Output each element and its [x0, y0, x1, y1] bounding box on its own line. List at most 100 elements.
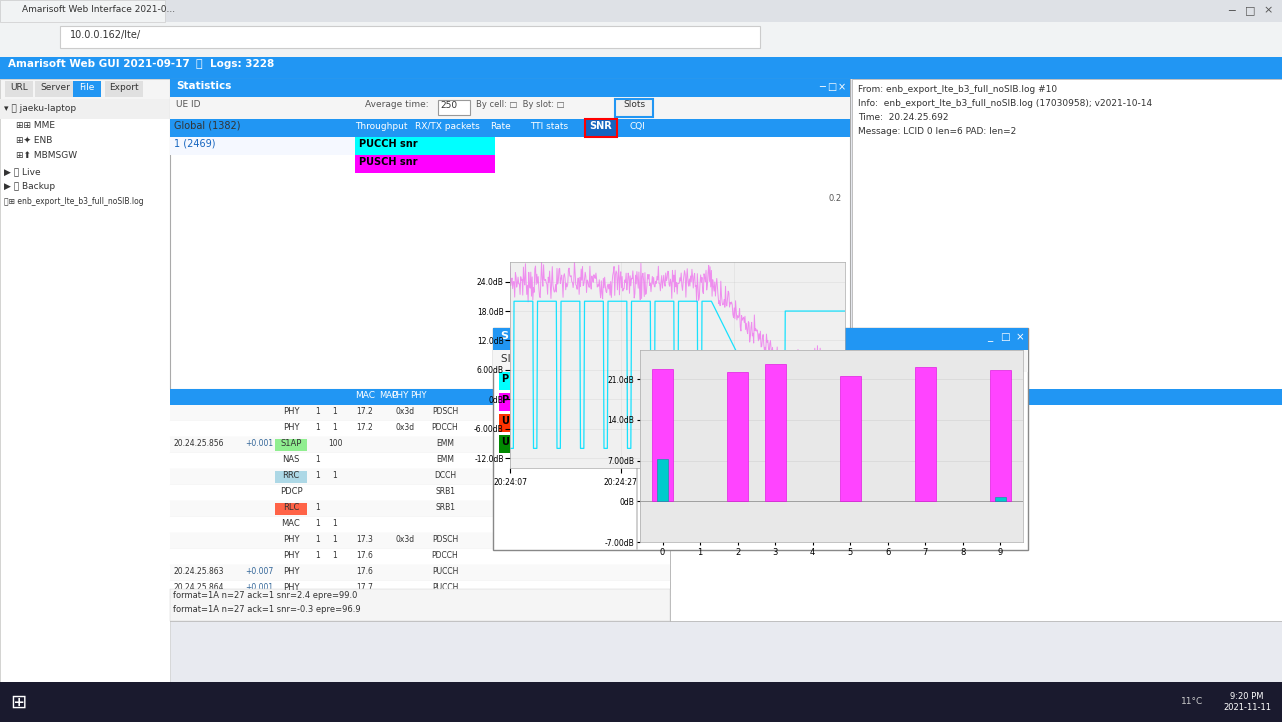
- Text: EMM: EMM: [436, 439, 454, 448]
- Bar: [171, 421, 670, 437]
- Text: SRB1: SRB1: [435, 487, 455, 496]
- Text: DCCH: DCCH: [433, 471, 456, 480]
- Text: +0.001: +0.001: [245, 439, 273, 448]
- Text: ─: ─: [819, 82, 824, 92]
- Text: format=1A n=27 ack=1 snr=2.4 epre=99.0: format=1A n=27 ack=1 snr=2.4 epre=99.0: [173, 591, 358, 600]
- Text: □: □: [1245, 5, 1255, 15]
- Text: 1: 1: [332, 471, 337, 480]
- Text: SRB1: SRB1: [435, 503, 455, 512]
- Text: +0.001: +0.001: [245, 583, 273, 592]
- Bar: [355, 137, 495, 155]
- Text: ×: ×: [1263, 5, 1273, 15]
- Bar: [499, 435, 631, 453]
- Text: Info:  enb_export_lte_b3_full_noSIB.log (17030958); v2021-10-14: Info: enb_export_lte_b3_full_noSIB.log (…: [858, 99, 1153, 108]
- Bar: [0, 0, 165, 22]
- Bar: [171, 469, 670, 485]
- Bar: [171, 453, 670, 469]
- Text: PDCCH: PDCCH: [432, 551, 459, 560]
- Text: PHY: PHY: [283, 567, 299, 576]
- Text: RX/TX packets: RX/TX packets: [415, 122, 479, 131]
- Text: 1: 1: [315, 455, 320, 464]
- Text: 1 (2469): 1 (2469): [174, 139, 215, 149]
- Text: UL control EPRE: UL control EPRE: [503, 437, 590, 447]
- Bar: [171, 79, 1282, 700]
- Text: 20.24.25.864: 20.24.25.864: [173, 583, 223, 592]
- Bar: [171, 389, 670, 405]
- Text: Logs: 3228: Logs: 3228: [210, 59, 274, 69]
- Text: 1: 1: [332, 407, 337, 416]
- Text: MAC: MAC: [282, 519, 300, 528]
- Text: Statistics: Statistics: [176, 81, 231, 91]
- Text: PUCCH snr: PUCCH snr: [503, 374, 560, 384]
- Bar: [670, 389, 1282, 621]
- Text: □: □: [1000, 332, 1010, 342]
- Bar: [494, 328, 1028, 350]
- Bar: [171, 501, 670, 517]
- Bar: [494, 350, 1028, 372]
- Text: Export: Export: [109, 83, 138, 92]
- Text: ⊞⬆ MBMSGW: ⊞⬆ MBMSGW: [15, 151, 77, 160]
- Text: 17.6: 17.6: [356, 567, 373, 576]
- Text: PHY: PHY: [391, 391, 409, 400]
- Bar: [171, 389, 670, 621]
- Text: ⊞⊞ MME: ⊞⊞ MME: [15, 121, 55, 130]
- Bar: [499, 393, 631, 411]
- Bar: [60, 26, 760, 48]
- Bar: [670, 389, 1282, 405]
- Text: Time:  20.24.25.692: Time: 20.24.25.692: [858, 113, 949, 122]
- Text: Amarisoft Web Interface 2021-0...: Amarisoft Web Interface 2021-0...: [22, 5, 176, 14]
- Text: 1: 1: [315, 407, 320, 416]
- Text: □: □: [827, 82, 837, 92]
- Bar: [171, 581, 670, 597]
- Bar: [0, 79, 171, 99]
- Text: PDCCH: PDCCH: [432, 423, 459, 432]
- Bar: [171, 79, 850, 389]
- Text: URL: URL: [10, 83, 28, 92]
- Bar: [0, 682, 1282, 722]
- Text: 17.3: 17.3: [356, 535, 373, 544]
- Bar: [438, 100, 470, 115]
- Bar: [171, 97, 850, 119]
- Bar: [276, 471, 306, 483]
- Text: 100: 100: [328, 439, 342, 448]
- Bar: [171, 517, 670, 533]
- Text: 1: 1: [315, 519, 320, 528]
- Bar: [915, 367, 936, 501]
- Text: Server: Server: [40, 83, 71, 92]
- Bar: [727, 372, 747, 501]
- Text: NAS: NAS: [282, 455, 300, 464]
- Text: 1: 1: [315, 423, 320, 432]
- Text: PUCCH: PUCCH: [432, 583, 458, 592]
- Bar: [171, 119, 850, 137]
- Text: 11°C: 11°C: [1181, 697, 1203, 707]
- Text: format=1A n=27 ack=1 snr=-0.3 epre=96.9: format=1A n=27 ack=1 snr=-0.3 epre=96.9: [173, 605, 360, 614]
- Text: 0x3d: 0x3d: [395, 535, 414, 544]
- Bar: [171, 549, 670, 565]
- Bar: [0, 22, 1282, 57]
- Text: Throughput: Throughput: [355, 122, 408, 131]
- Bar: [5, 81, 33, 97]
- Text: MAC: MAC: [355, 391, 376, 400]
- Text: Message: LCID 0 len=6 PAD: len=2: Message: LCID 0 len=6 PAD: len=2: [858, 127, 1017, 136]
- Bar: [35, 81, 76, 97]
- Text: Average time:: Average time:: [365, 100, 428, 109]
- Text: 0x3d: 0x3d: [395, 407, 414, 416]
- Bar: [562, 354, 596, 369]
- Bar: [0, 99, 171, 119]
- Bar: [853, 79, 1282, 389]
- Bar: [636, 350, 638, 550]
- Text: PDCP: PDCP: [279, 487, 303, 496]
- Text: SNR: SNR: [590, 121, 613, 131]
- Text: SNR by slots: SNR by slots: [501, 331, 579, 341]
- Text: ▶ 📁 Live: ▶ 📁 Live: [4, 167, 41, 176]
- Bar: [585, 119, 617, 137]
- Bar: [171, 485, 670, 501]
- Bar: [171, 589, 670, 621]
- Bar: [658, 459, 668, 501]
- Bar: [171, 565, 670, 581]
- Bar: [653, 369, 673, 501]
- Text: 1: 1: [332, 535, 337, 544]
- Bar: [105, 81, 144, 97]
- Text: PUCCH snr: PUCCH snr: [359, 139, 418, 149]
- Text: Slots: Slots: [623, 100, 645, 109]
